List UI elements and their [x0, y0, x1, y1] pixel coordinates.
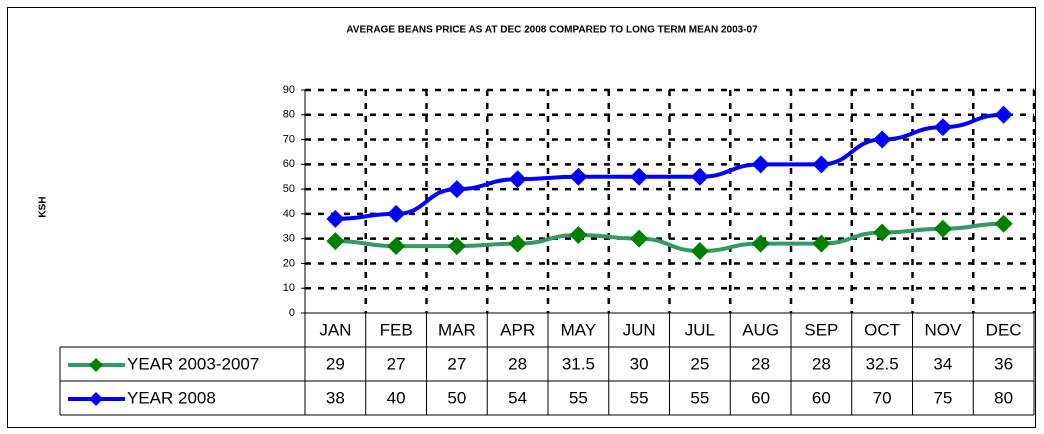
marker — [690, 167, 709, 186]
table-value: 55 — [569, 388, 588, 407]
table-value: 31.5 — [562, 354, 595, 373]
table-value: 80 — [994, 388, 1013, 407]
table-value: 28 — [751, 354, 770, 373]
marker — [873, 223, 892, 242]
table-value: 25 — [690, 354, 709, 373]
marker — [873, 130, 892, 149]
table-value: 55 — [630, 388, 649, 407]
table-value: 60 — [812, 388, 831, 407]
marker — [447, 237, 466, 256]
marker — [933, 118, 952, 137]
y-tick-label: 30 — [283, 233, 295, 245]
x-tick-label: MAR — [438, 320, 476, 339]
marker — [387, 204, 406, 223]
marker — [387, 237, 406, 256]
marker — [447, 180, 466, 199]
marker — [508, 234, 527, 253]
marker — [508, 170, 527, 189]
table-value: 28 — [508, 354, 527, 373]
x-tick-label: JUN — [623, 320, 656, 339]
table-value: 28 — [812, 354, 831, 373]
table-value: 50 — [447, 388, 466, 407]
marker — [569, 167, 588, 186]
marker — [994, 105, 1013, 124]
marker — [812, 155, 831, 174]
table-value: 29 — [326, 354, 345, 373]
x-tick-label: SEP — [804, 320, 838, 339]
table-value: 40 — [387, 388, 406, 407]
marker — [326, 232, 345, 251]
table-value: 30 — [630, 354, 649, 373]
y-tick-label: 10 — [283, 282, 295, 294]
y-tick-label: 20 — [283, 257, 295, 269]
marker — [751, 155, 770, 174]
marker — [326, 209, 345, 228]
legend-label: YEAR 2008 — [127, 388, 216, 407]
table-value: 38 — [326, 388, 345, 407]
x-tick-label: MAY — [561, 320, 597, 339]
chart-border — [7, 7, 1036, 428]
y-tick-label: 90 — [283, 84, 295, 96]
x-tick-label: DEC — [986, 320, 1022, 339]
table-value: 54 — [508, 388, 527, 407]
y-tick-label: 40 — [283, 208, 295, 220]
x-tick-label: OCT — [864, 320, 900, 339]
x-tick-label: JUL — [685, 320, 715, 339]
y-tick-label: 80 — [283, 109, 295, 121]
table-value: 60 — [751, 388, 770, 407]
y-tick-label: 50 — [283, 183, 295, 195]
y-tick-label: 70 — [283, 133, 295, 145]
marker — [630, 229, 649, 248]
y-axis-label: KSH — [38, 196, 49, 217]
x-tick-label: JAN — [319, 320, 351, 339]
table-value: 34 — [933, 354, 952, 373]
table-value: 27 — [447, 354, 466, 373]
x-tick-label: APR — [500, 320, 535, 339]
y-tick-label: 60 — [283, 158, 295, 170]
table-value: 75 — [933, 388, 952, 407]
legend-label: YEAR 2003-2007 — [127, 354, 259, 373]
table-value: 27 — [387, 354, 406, 373]
marker — [751, 234, 770, 253]
x-tick-label: AUG — [742, 320, 779, 339]
marker — [933, 219, 952, 238]
y-tick-label: 0 — [289, 307, 295, 319]
legend-marker — [89, 392, 103, 406]
table-value: 70 — [873, 388, 892, 407]
chart-title: AVERAGE BEANS PRICE AS AT DEC 2008 COMPA… — [346, 25, 758, 36]
marker — [630, 167, 649, 186]
table-value: 36 — [994, 354, 1013, 373]
legend-marker — [89, 358, 103, 372]
marker — [812, 234, 831, 253]
table-value: 32.5 — [866, 354, 899, 373]
marker — [690, 242, 709, 261]
table-value: 55 — [690, 388, 709, 407]
marker — [569, 225, 588, 244]
x-tick-label: FEB — [380, 320, 413, 339]
x-tick-label: NOV — [924, 320, 962, 339]
marker — [994, 214, 1013, 233]
series-line — [335, 112, 1004, 221]
